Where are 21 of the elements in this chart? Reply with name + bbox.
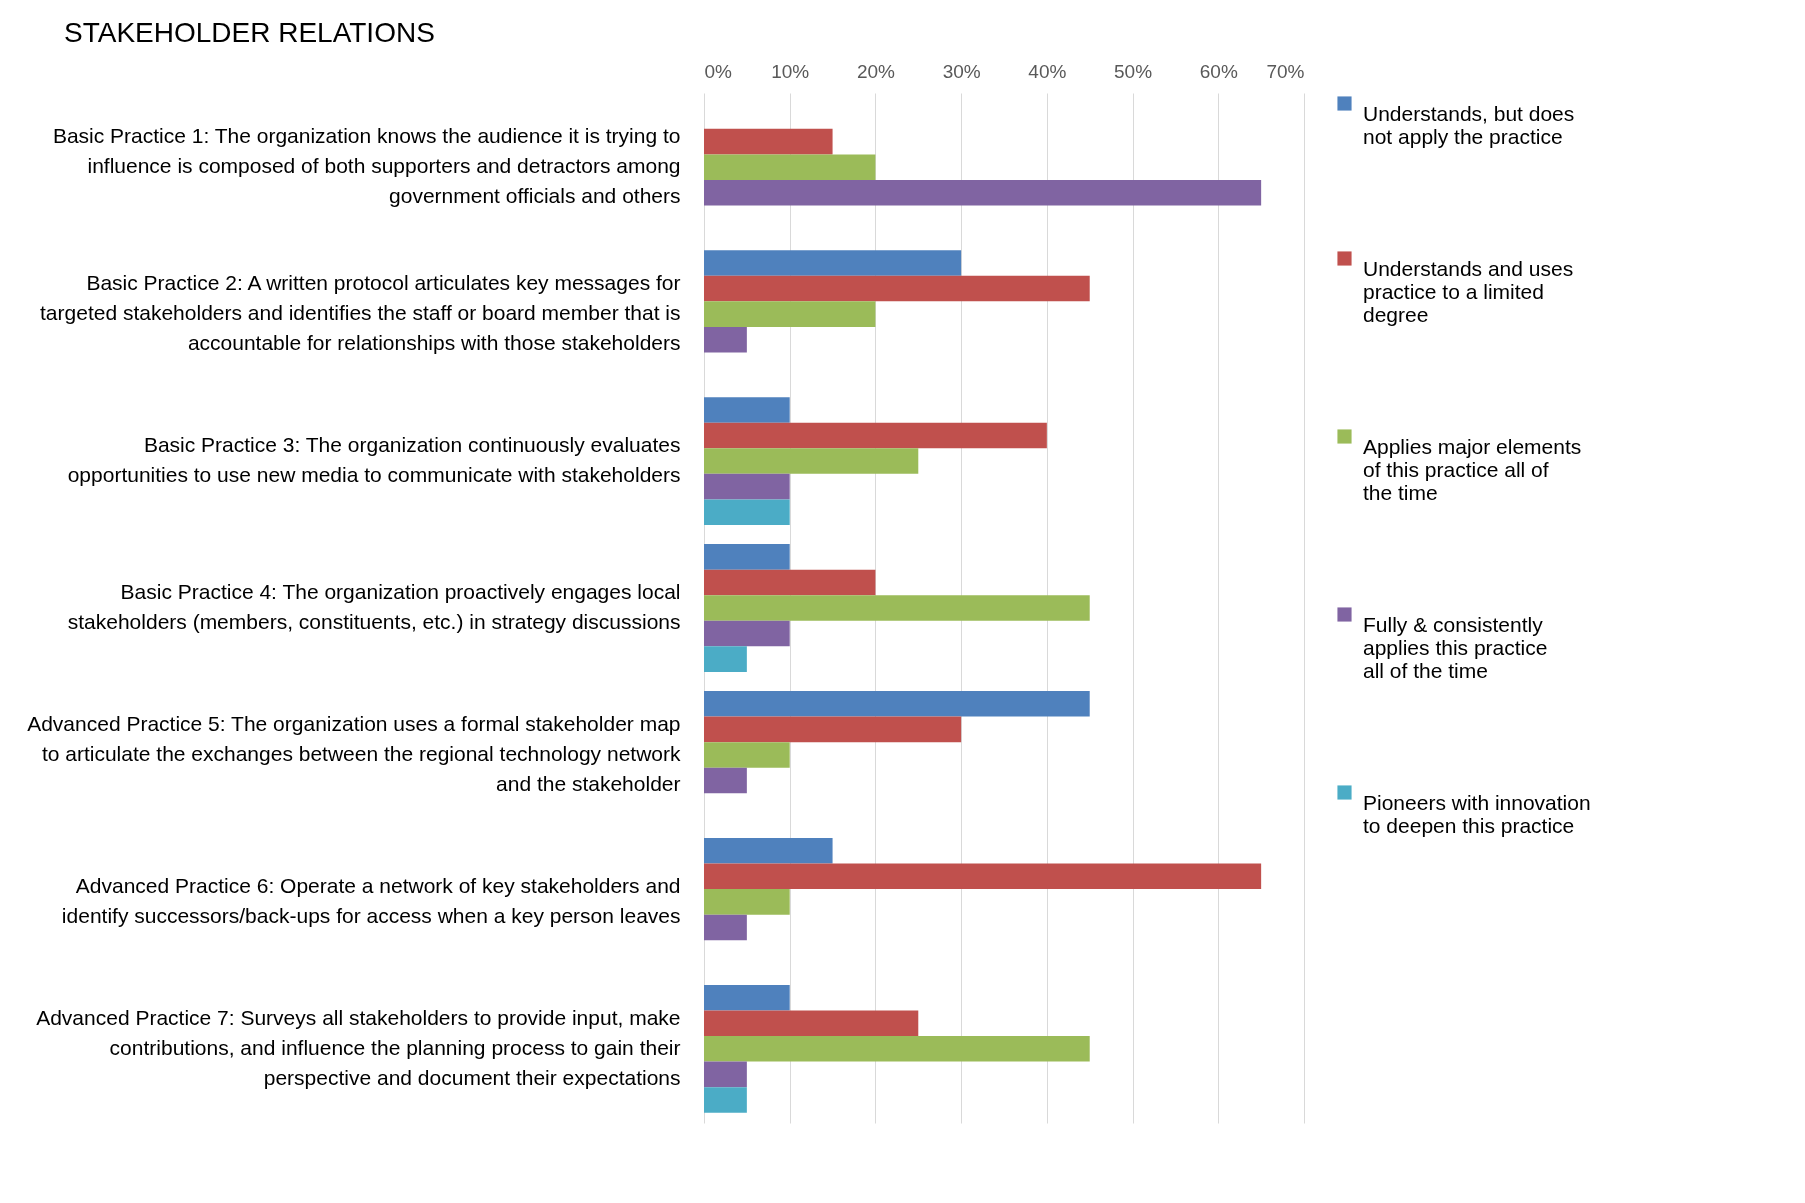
text: STAKEHOLDER RELATIONS — [64, 17, 435, 48]
x-tick-label: 0% — [704, 60, 733, 82]
y-tick-label: Basic Practice 2: A written protocol articulates key messages for targeted stakeholders and identifies the staff or board member that is accountable for relationships with those stakeholders — [40, 271, 681, 355]
y-tick-label: Basic Practice 4: The organization proactively engages local stakeholders (members, constituents, etc.) in strategy discussions — [67, 580, 681, 633]
x-tick-label: 60% — [1199, 60, 1238, 82]
x-tick-label: 30% — [942, 60, 981, 82]
x-tick-label: 70% — [1266, 60, 1305, 82]
x-tick-label: 50% — [1114, 60, 1153, 82]
legend-label: Fully & consistently applies this practice all of the time — [1363, 612, 1548, 682]
y-tick-label: Basic Practice 3: The organization continuously evaluates opportunities to use new media to communicate with stakeholders — [67, 433, 681, 487]
legend-label: Understands and uses practice to a limited degree — [1363, 256, 1574, 326]
x-tick-label: 40% — [1028, 60, 1067, 82]
y-tick-label: Advanced Practice 7: Surveys all stakeholders to provide input, make contributions, and influence the planning process to gain their perspective and document their expectations — [36, 1005, 681, 1089]
y-tick-label: Advanced Practice 5: The organization uses a formal stakeholder map to articulate the exchanges between the regional technology network and the stakeholder — [27, 711, 681, 795]
x-tick-label: 20% — [856, 60, 896, 82]
x-tick-label: 10% — [771, 60, 810, 82]
y-tick-label: Basic Practice 1: The organization knows the audience it is trying to influence is composed of both supporters and detractors among government officials and others — [52, 124, 681, 208]
legend-label: Understands, but does not apply the practice — [1363, 101, 1575, 148]
legend-label: Pioneers with innovation to deepen this practice — [1363, 790, 1591, 837]
legend-label: Applies major elements of this practice all of the time — [1363, 434, 1582, 504]
y-tick-label: Advanced Practice 6: Operate a network of key stakeholders and identify successors/back-ups for access when a key person leaves — [61, 873, 681, 927]
